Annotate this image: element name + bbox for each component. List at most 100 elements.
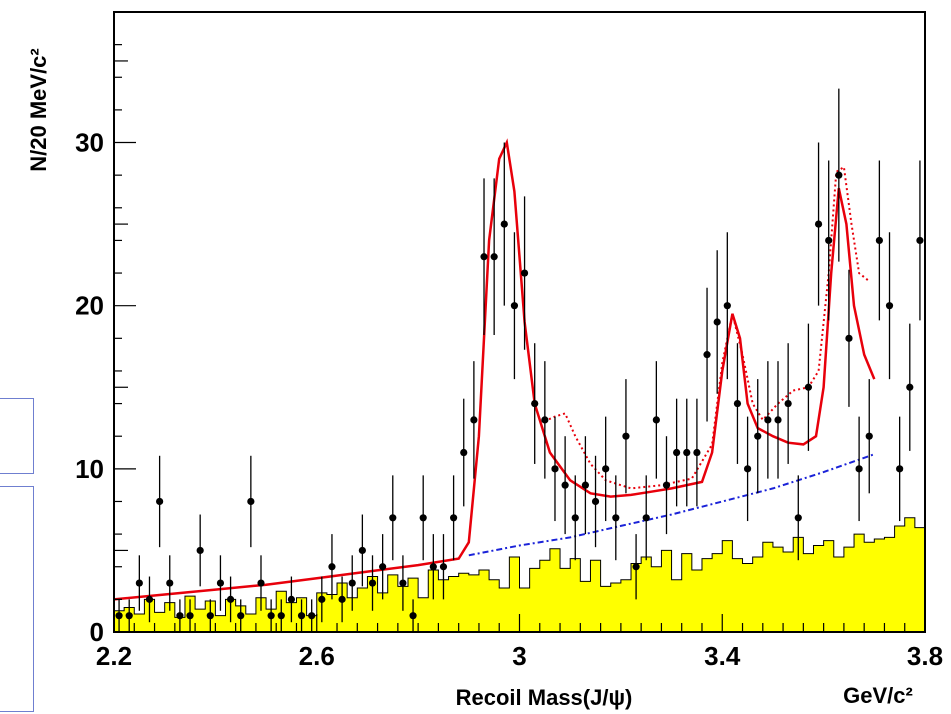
data-point [896,416,904,522]
background-histogram-layer [113,517,926,633]
data-marker [206,612,214,620]
data-point [409,599,417,632]
data-point [703,287,711,422]
y-tick-label: 20 [75,291,104,321]
data-marker [703,351,711,359]
data-marker [186,612,194,620]
data-point [379,534,387,600]
data-marker [673,448,681,457]
data-point [156,455,164,548]
data-point [652,361,660,479]
data-point [166,555,174,611]
data-marker [297,612,306,620]
x-axis-label: Recoil Mass(J/ψ) [456,685,633,710]
data-marker [216,579,225,587]
data-point [885,232,894,380]
data-point [561,436,569,535]
data-marker [733,399,742,408]
x-axis-unit: GeV/c² [843,683,913,708]
data-marker [156,497,164,506]
data-point [804,323,813,451]
data-marker [774,416,782,424]
data-marker [348,579,356,587]
data-marker [906,383,914,391]
data-marker [632,563,640,571]
fit-curves-layer [113,138,876,601]
data-marker [845,334,853,342]
data-point [480,178,488,336]
x-tick-label: 2.2 [96,641,132,671]
data-marker [480,253,488,261]
data-marker [510,302,519,310]
data-point [277,599,285,632]
data-marker [460,448,468,457]
data-point [906,323,914,451]
data-point [571,475,579,561]
data-point [206,599,214,632]
data-point [247,455,255,548]
data-point [297,599,306,632]
y-tick-label: 30 [75,128,104,158]
data-marker [247,497,255,506]
data-marker [916,236,924,245]
data-marker [531,399,539,408]
data-point [845,269,853,407]
data-point [318,576,326,623]
data-point [287,576,296,623]
data-marker [338,595,346,603]
data-point [216,555,225,611]
data-point [510,232,519,380]
data-marker [804,383,813,391]
tick-labels-layer: 2.2 2.6 3 3.4 3.8 0 10 20 30 [75,128,943,671]
data-marker [368,579,377,587]
data-point [308,599,316,632]
data-marker [328,563,336,571]
data-point [723,232,731,380]
data-marker [875,236,883,245]
data-marker [419,514,427,522]
data-point [439,534,448,600]
data-point [754,379,762,494]
data-marker [794,514,802,522]
data-point [774,361,782,479]
data-marker [500,220,508,228]
data-marker [429,563,437,571]
x-tick-label: 2.6 [299,641,335,671]
data-marker [490,253,498,261]
data-marker [277,612,285,620]
data-point [612,475,620,561]
side-box-upper [0,398,34,474]
data-marker [622,432,630,440]
data-marker [267,612,275,620]
data-marker [450,514,458,522]
data-point [328,534,336,600]
data-point [693,398,701,507]
data-point [683,398,691,507]
total-fit-line [113,138,876,601]
data-marker [379,563,387,571]
data-marker [561,481,569,489]
data-point [531,343,539,464]
data-marker [855,465,863,473]
data-point [916,160,924,321]
data-marker [358,546,366,555]
data-marker [825,236,833,245]
data-point [632,534,640,600]
data-marker [470,416,478,424]
data-marker [743,465,752,473]
data-marker [612,514,620,522]
data-marker [693,448,701,457]
x-tick-label: 3 [512,641,526,671]
data-marker [571,514,579,522]
data-marker [125,612,133,620]
data-marker [439,563,448,571]
data-marker [591,497,600,506]
data-marker [166,579,174,587]
data-marker [257,579,265,587]
data-point [733,343,742,464]
data-marker [237,612,245,620]
data-point [541,361,549,479]
data-point [389,475,397,561]
data-point [855,416,863,522]
data-marker [835,171,843,179]
